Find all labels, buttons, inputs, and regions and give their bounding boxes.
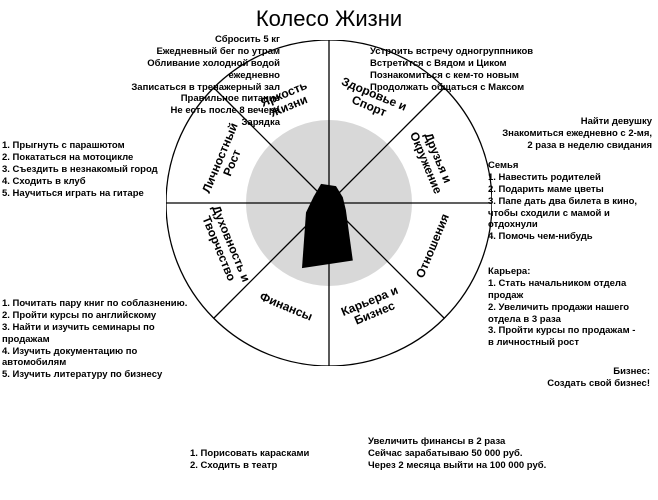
block-spirit: 1. Порисовать карасками2. Сходить в теат… xyxy=(190,448,309,472)
block-career: Карьера:1. Стать начальником отделапрода… xyxy=(488,266,656,349)
page-title: Колесо Жизни xyxy=(0,6,658,32)
block-friends: Устроить встречу одногруппниковВстретитс… xyxy=(370,46,533,94)
block-bright: 1. Прыгнуть с парашютом2. Покататься на … xyxy=(2,140,192,199)
block-finance: Увеличить финансы в 2 разаСейчас зарабат… xyxy=(368,436,546,472)
block-health: Сбросить 5 кгЕжедневный бег по утрамОбли… xyxy=(110,34,280,129)
block-relations-top: Найти девушкуЗнакомиться ежедневно с 2-м… xyxy=(500,116,652,152)
block-business: Бизнес:Создать свой бизнес! xyxy=(510,366,650,390)
block-relations-family: Семья1. Навестить родителей2. Подарить м… xyxy=(488,160,656,243)
block-growth: 1. Почитать пару книг по соблазнению.2. … xyxy=(2,298,202,381)
